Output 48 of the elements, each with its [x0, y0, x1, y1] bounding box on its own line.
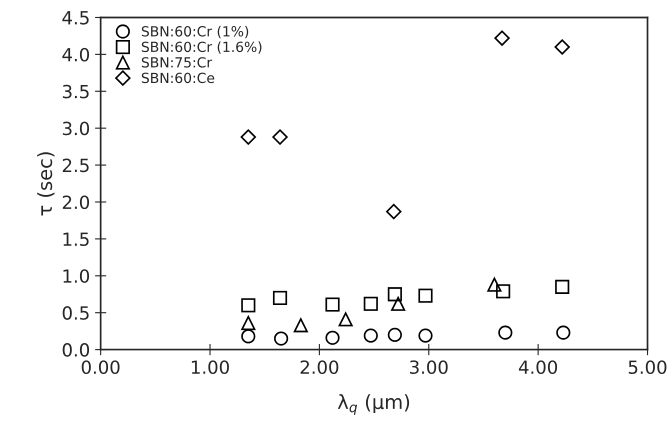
point — [388, 328, 402, 342]
point — [498, 326, 512, 340]
x-tick-label: 4.00 — [518, 360, 558, 374]
y-tick-label: 1.0 — [64, 269, 90, 283]
legend-label: SBN:60:Cr (1.6%) — [142, 41, 262, 54]
point — [487, 278, 502, 292]
point — [364, 296, 378, 311]
x-axis-title: λ$_{q}$ (μm) — [338, 394, 410, 415]
y-tick-label: 1.5 — [64, 232, 89, 246]
point — [555, 280, 570, 294]
point — [388, 287, 402, 302]
point — [272, 290, 288, 306]
point — [325, 330, 340, 345]
y-tick-label: 4.0 — [62, 48, 90, 62]
x-tick-label: 2.00 — [300, 360, 338, 374]
x-tick-label: 5.00 — [628, 360, 666, 374]
x-tick-label: 3.00 — [410, 360, 448, 374]
point — [418, 288, 433, 303]
point — [272, 129, 288, 145]
point — [241, 316, 256, 330]
point — [241, 298, 256, 312]
point — [325, 297, 340, 312]
point — [494, 30, 510, 46]
legend-label: SBN:60:Ce — [142, 72, 214, 84]
point — [338, 312, 353, 326]
point — [364, 328, 378, 343]
point — [554, 39, 570, 55]
point — [294, 318, 308, 332]
y-tick-label: 3.0 — [62, 122, 90, 136]
x-tick-label: 0.00 — [82, 360, 120, 374]
y-axis-title: τ (sec) — [37, 152, 54, 216]
y-tick-label: 4.5 — [62, 11, 89, 25]
point — [274, 331, 288, 346]
point — [496, 284, 510, 298]
point — [241, 329, 256, 344]
x-tick-label: 1.00 — [192, 360, 229, 374]
point — [418, 328, 433, 343]
y-tick-label: 2.0 — [62, 195, 90, 210]
y-tick-label: 0.5 — [62, 306, 89, 320]
point — [391, 296, 406, 311]
legend-label: SBN:75:Cr — [142, 57, 212, 68]
y-tick-label: 0.0 — [62, 343, 90, 357]
legend-label: SBN:60:Cr (1%) — [142, 26, 248, 38]
y-tick-label: 2.5 — [62, 158, 89, 172]
y-tick-label: 3.5 — [62, 84, 89, 98]
point — [386, 204, 402, 220]
point — [556, 326, 570, 340]
point — [240, 129, 256, 145]
